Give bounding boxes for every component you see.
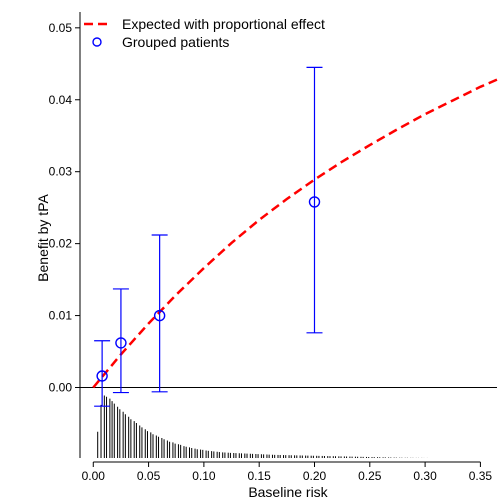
y-axis-title: Benefit by tPA	[35, 194, 51, 282]
x-tick-label: 0.10	[192, 469, 216, 483]
legend: Expected with proportional effect Grouped…	[84, 16, 325, 50]
grouped-point	[112, 288, 129, 394]
point-marker	[153, 309, 166, 322]
expected-curve	[92, 78, 498, 389]
x-tick-label: 0.20	[303, 469, 327, 483]
x-tick-label: 0.00	[82, 469, 106, 483]
x-tick-label: 0.30	[413, 469, 437, 483]
x-tick-label: 0.05	[137, 469, 161, 483]
grouped-points-layer	[94, 66, 323, 407]
x-tick-label: 0.35	[469, 469, 493, 483]
legend-label-grouped: Grouped patients	[122, 34, 229, 50]
grouped-point	[94, 340, 111, 407]
y-tick-label: 0.05	[49, 21, 73, 35]
expected-curve-layer	[92, 78, 498, 389]
y-tick-label: 0.04	[49, 93, 73, 107]
legend-label-expected: Expected with proportional effect	[122, 16, 325, 32]
y-tick-label: 0.00	[49, 381, 73, 395]
grouped-point	[306, 66, 323, 334]
x-tick-label: 0.15	[248, 469, 272, 483]
point-marker	[96, 370, 108, 382]
y-tick-label: 0.02	[49, 237, 73, 251]
y-tick-label: 0.03	[49, 165, 73, 179]
axes: 0.00 0.01 0.02 0.03 0.04 0.05 0.00 0.05 0.10 0.15…	[49, 12, 493, 483]
legend-swatch-grouped	[92, 37, 102, 47]
point-marker	[308, 196, 321, 208]
y-tick-label: 0.01	[49, 309, 73, 323]
point-marker	[115, 337, 127, 349]
x-tick-label: 0.25	[358, 469, 382, 483]
baseline-risk-distribution	[97, 395, 428, 458]
grouped-point	[151, 234, 168, 393]
x-axis-title: Baseline risk	[248, 484, 328, 500]
